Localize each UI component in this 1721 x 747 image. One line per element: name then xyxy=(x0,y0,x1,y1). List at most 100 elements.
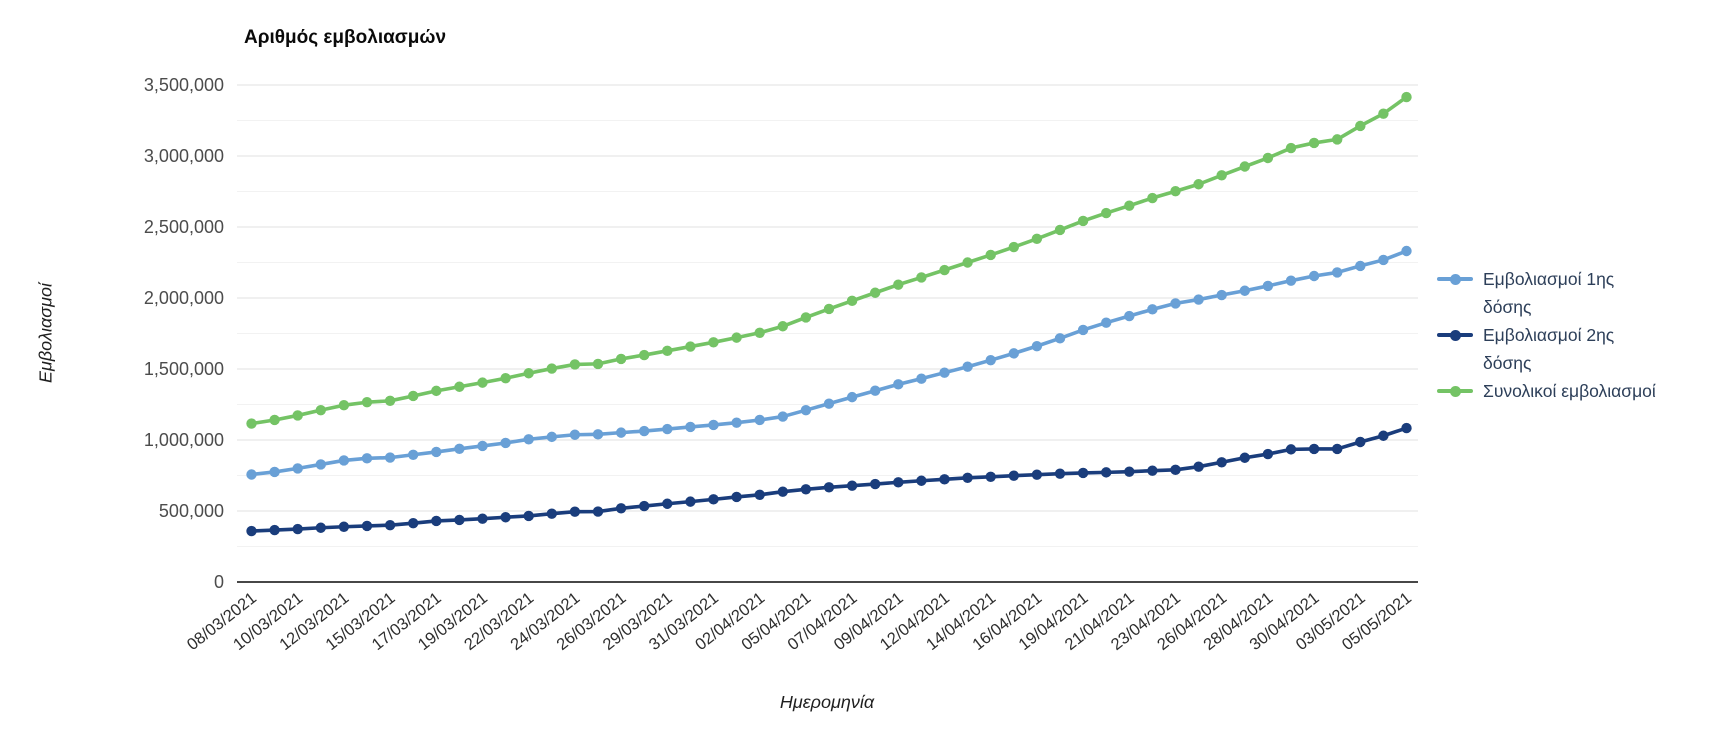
data-point[interactable]: 08/04/2021: 1,347,000 xyxy=(870,385,881,396)
data-point[interactable]: 23/04/2021: 1,962,000 xyxy=(1170,298,1181,309)
data-point[interactable]: 17/04/2021: 763,000 xyxy=(1054,468,1066,479)
data-point[interactable]: 26/04/2021: 2,864,000 xyxy=(1216,170,1227,181)
data-point[interactable]: 27/04/2021: 2,926,000 xyxy=(1239,161,1251,172)
data-point[interactable]: 15/04/2021: 2,359,000 xyxy=(1008,241,1019,253)
data-point[interactable]: 28/04/2021: 901,000 xyxy=(1262,448,1274,460)
data-point[interactable]: 05/04/2021: 653,000 xyxy=(800,484,812,495)
data-point[interactable]: 24/04/2021: 2,801,000 xyxy=(1193,179,1204,190)
data-point[interactable]: 26/03/2021: 1,571,000 xyxy=(615,353,627,365)
data-point[interactable]: 30/03/2021: 1,092,000 xyxy=(685,421,696,433)
data-point[interactable]: 09/03/2021: 775,000 xyxy=(269,466,280,478)
data-point[interactable]: 03/04/2021: 636,000 xyxy=(777,486,788,497)
data-point[interactable]: 31/03/2021: 1,106,000 xyxy=(708,419,719,431)
data-point[interactable]: 10/03/2021: 373,000 xyxy=(292,523,303,535)
data-point[interactable]: 19/04/2021: 1,775,000 xyxy=(1077,324,1089,336)
data-point[interactable]: 29/04/2021: 3,056,000 xyxy=(1285,142,1297,154)
data-point[interactable]: 16/03/2021: 1,310,000 xyxy=(408,390,419,402)
data-point[interactable]: 04/05/2021: 2,268,000 xyxy=(1378,254,1389,266)
data-point[interactable]: 09/04/2021: 2,094,000 xyxy=(893,279,904,290)
data-point[interactable]: 08/03/2021: 757,000 xyxy=(246,469,257,480)
data-point[interactable]: 19/03/2021: 446,000 xyxy=(477,513,488,524)
data-point[interactable]: 13/03/2021: 395,000 xyxy=(361,520,373,532)
data-point[interactable]: 11/03/2021: 382,000 xyxy=(315,522,326,533)
data-point[interactable]: 20/03/2021: 1,435,000 xyxy=(500,373,511,384)
data-point[interactable]: 24/03/2021: 1,532,000 xyxy=(569,359,581,370)
data-point[interactable]: 27/03/2021: 1,598,000 xyxy=(639,349,650,361)
data-point[interactable]: 16/03/2021: 414,000 xyxy=(408,518,419,529)
data-point[interactable]: 05/05/2021: 1,084,000 xyxy=(1401,422,1412,434)
data-point[interactable]: 07/04/2021: 678,000 xyxy=(846,480,858,491)
data-point[interactable]: 11/03/2021: 828,000 xyxy=(315,459,326,470)
data-point[interactable]: 17/04/2021: 1,716,000 xyxy=(1054,333,1066,344)
data-point[interactable]: 14/04/2021: 741,000 xyxy=(985,471,996,482)
data-point[interactable]: 27/03/2021: 535,000 xyxy=(639,500,650,512)
data-point[interactable]: 05/05/2021: 2,331,000 xyxy=(1401,245,1412,257)
data-point[interactable]: 08/03/2021: 1,116,000 xyxy=(246,418,257,429)
data-point[interactable]: 11/03/2021: 1,210,000 xyxy=(315,404,326,416)
data-point[interactable]: 07/04/2021: 1,980,000 xyxy=(846,295,858,307)
data-point[interactable]: 19/04/2021: 2,543,000 xyxy=(1077,215,1089,227)
data-point[interactable]: 03/05/2021: 3,212,000 xyxy=(1355,120,1366,132)
data-point[interactable]: 13/03/2021: 871,000 xyxy=(361,453,373,464)
data-point[interactable]: 22/03/2021: 1,470,000 xyxy=(523,368,534,379)
data-point[interactable]: 10/04/2021: 1,432,000 xyxy=(916,373,927,384)
data-point[interactable]: 12/03/2021: 389,000 xyxy=(338,521,350,532)
data-point[interactable]: 20/04/2021: 1,826,000 xyxy=(1101,317,1112,328)
data-point[interactable]: 05/05/2021: 3,415,000 xyxy=(1401,91,1412,103)
data-point[interactable]: 02/04/2021: 1,141,000 xyxy=(754,414,765,426)
data-point[interactable]: 30/03/2021: 1,658,000 xyxy=(685,341,696,352)
data-point[interactable]: 03/05/2021: 986,000 xyxy=(1355,436,1366,448)
data-point[interactable]: 22/04/2021: 2,704,000 xyxy=(1147,192,1158,204)
data-point[interactable]: 28/04/2021: 2,085,000 xyxy=(1262,280,1274,292)
data-point[interactable]: 17/03/2021: 1,346,000 xyxy=(431,385,442,397)
data-point[interactable]: 05/04/2021: 1,863,000 xyxy=(800,312,812,323)
data-point[interactable]: 10/03/2021: 1,173,000 xyxy=(292,410,303,421)
data-point[interactable]: 29/03/2021: 551,000 xyxy=(662,498,673,509)
data-point[interactable]: 23/04/2021: 790,000 xyxy=(1170,464,1181,476)
legend-item[interactable]: Συνολικοί εμβολιασμοί xyxy=(1437,377,1656,405)
data-point[interactable]: 26/04/2021: 843,000 xyxy=(1216,457,1227,468)
data-point[interactable]: 12/03/2021: 856,000 xyxy=(338,455,350,466)
data-point[interactable]: 17/04/2021: 2,479,000 xyxy=(1054,224,1066,236)
data-point[interactable]: 25/03/2021: 1,536,000 xyxy=(592,358,604,370)
data-point[interactable]: 01/05/2021: 3,117,000 xyxy=(1332,134,1343,145)
data-point[interactable]: 20/03/2021: 456,000 xyxy=(500,512,511,523)
data-point[interactable]: 22/04/2021: 784,000 xyxy=(1147,465,1158,476)
data-point[interactable]: 20/04/2021: 2,598,000 xyxy=(1101,207,1112,219)
data-point[interactable]: 16/04/2021: 756,000 xyxy=(1031,469,1043,480)
data-point[interactable]: 15/03/2021: 876,000 xyxy=(384,452,396,463)
data-point[interactable]: 09/04/2021: 1,392,000 xyxy=(893,379,904,390)
data-point[interactable]: 26/04/2021: 2,021,000 xyxy=(1216,289,1227,301)
data-point[interactable]: 01/04/2021: 599,000 xyxy=(731,491,742,503)
data-point[interactable]: 03/04/2021: 1,165,000 xyxy=(777,411,788,422)
data-point[interactable]: 27/04/2021: 875,000 xyxy=(1239,452,1251,463)
legend-item[interactable]: Εμβολιασμοί 1ης δόσης xyxy=(1437,265,1656,321)
data-point[interactable]: 27/03/2021: 1,063,000 xyxy=(639,425,650,437)
data-point[interactable]: 19/03/2021: 958,000 xyxy=(477,440,488,452)
data-point[interactable]: 14/04/2021: 1,562,000 xyxy=(985,354,996,366)
data-point[interactable]: 30/04/2021: 2,155,000 xyxy=(1308,270,1320,282)
data-point[interactable]: 16/03/2021: 896,000 xyxy=(408,449,419,460)
data-point[interactable]: 01/05/2021: 2,180,000 xyxy=(1332,267,1343,278)
data-point[interactable]: 27/04/2021: 2,051,000 xyxy=(1239,285,1251,296)
data-point[interactable]: 06/04/2021: 1,923,000 xyxy=(823,303,835,315)
data-point[interactable]: 23/04/2021: 2,752,000 xyxy=(1170,186,1181,197)
data-point[interactable]: 15/04/2021: 1,610,000 xyxy=(1008,348,1019,359)
data-point[interactable]: 16/04/2021: 2,417,000 xyxy=(1031,233,1043,244)
data-point[interactable]: 25/03/2021: 496,000 xyxy=(592,506,604,517)
data-point[interactable]: 30/03/2021: 566,000 xyxy=(685,496,696,507)
data-point[interactable]: 15/03/2021: 400,000 xyxy=(384,520,396,531)
data-point[interactable]: 23/03/2021: 1,022,000 xyxy=(546,431,557,443)
data-point[interactable]: 24/03/2021: 1,037,000 xyxy=(569,429,581,440)
data-point[interactable]: 02/04/2021: 1,755,000 xyxy=(754,327,765,338)
data-point[interactable]: 30/04/2021: 3,092,000 xyxy=(1308,137,1320,149)
data-point[interactable]: 09/04/2021: 702,000 xyxy=(893,477,904,488)
data-point[interactable]: 18/03/2021: 437,000 xyxy=(454,514,465,526)
data-point[interactable]: 05/04/2021: 1,210,000 xyxy=(800,404,812,416)
data-point[interactable]: 08/04/2021: 2,037,000 xyxy=(870,287,881,298)
data-point[interactable]: 15/04/2021: 749,000 xyxy=(1008,470,1019,481)
data-point[interactable]: 20/04/2021: 772,000 xyxy=(1101,467,1112,478)
data-point[interactable]: 30/04/2021: 937,000 xyxy=(1308,443,1320,455)
data-point[interactable]: 29/04/2021: 2,122,000 xyxy=(1285,275,1297,286)
